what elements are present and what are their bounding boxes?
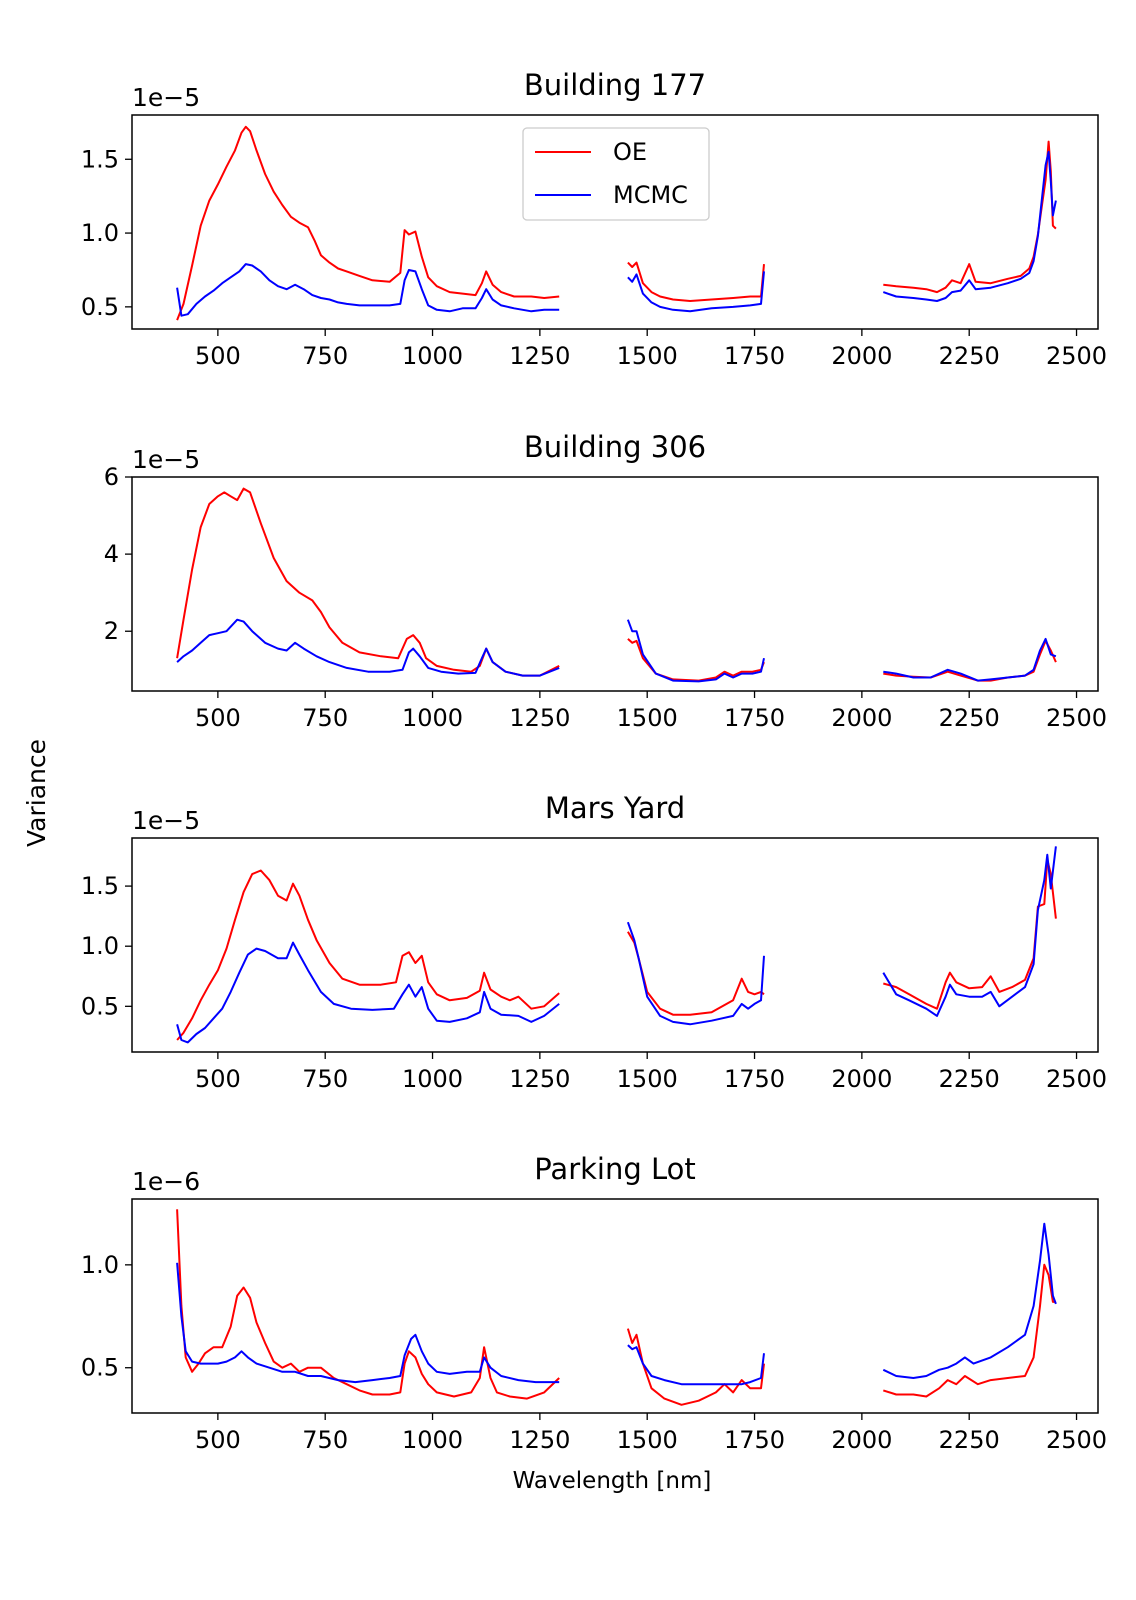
x-tick-label: 500 [195, 704, 241, 732]
x-tick-label: 1250 [509, 1426, 570, 1454]
figure-ylabel: Variance [22, 739, 51, 847]
axes-frame [131, 476, 1099, 692]
x-tick-label: 500 [195, 1065, 241, 1093]
subplot-title: Parking Lot [534, 1152, 696, 1186]
y-tick-label: 0.5 [81, 293, 119, 321]
series-line-mcmc-segment-2 [626, 921, 765, 1026]
series-line-mcmc-segment-3 [882, 1222, 1057, 1379]
series-line-oe-segment-2 [627, 638, 765, 682]
offset-label: 1e−5 [132, 445, 200, 474]
subplot-building-177: Building 177 1e−5 500 750 1000 1250 1500 1750 20… [81, 68, 1107, 370]
y-tick-label: 4 [104, 540, 119, 568]
series-line-oe-segment-3 [883, 858, 1057, 1010]
x-tick-label: 2000 [831, 704, 892, 732]
x-tick-label: 500 [195, 342, 241, 370]
subplot-mars-yard: Mars Yard 1e−5 500 750 1000 1250 1500 1750 2000 2… [81, 791, 1107, 1093]
x-tick-label: 2500 [1046, 1426, 1107, 1454]
x-tick-label: 2500 [1046, 342, 1107, 370]
x-tick-label: 2250 [939, 1065, 1000, 1093]
x-tick-label: 1750 [724, 1065, 785, 1093]
y-tick-label: 1.0 [81, 1251, 119, 1279]
x-tick-label: 2000 [831, 1426, 892, 1454]
plot-area [176, 1209, 1057, 1406]
series-line-mcmc-segment-2 [627, 1344, 765, 1386]
series-line-oe-segment-1 [176, 869, 560, 1041]
axes-frame [131, 1198, 1099, 1414]
figure-xlabel: Wavelength [nm] [513, 1468, 712, 1494]
series-line-oe-segment-3 [882, 1263, 1056, 1398]
x-tick-label: 2250 [939, 704, 1000, 732]
subplot-title: Building 177 [524, 68, 706, 102]
x-tick-label: 1500 [617, 342, 678, 370]
series-line-oe-segment-1 [176, 125, 560, 321]
subplot-parking-lot: Parking Lot 1e−6 500 750 1000 1250 1500 1750 200… [81, 1152, 1107, 1454]
series-line-mcmc-segment-3 [882, 846, 1057, 1017]
offset-label: 1e−6 [132, 1167, 200, 1196]
x-tick-label: 1000 [402, 342, 463, 370]
series-line-oe-segment-2 [626, 1328, 765, 1406]
plot-area [176, 125, 1057, 321]
x-tick-label: 2250 [939, 1426, 1000, 1454]
x-tick-label: 2500 [1046, 1065, 1107, 1093]
series-line-mcmc-segment-1 [176, 618, 560, 677]
offset-label: 1e−5 [132, 83, 200, 112]
x-tick-label: 1750 [724, 1426, 785, 1454]
y-tick-label: 2 [104, 617, 119, 645]
legend-label-oe: OE [613, 138, 647, 166]
x-tick-label: 2000 [831, 342, 892, 370]
x-tick-label: 2250 [939, 342, 1000, 370]
y-tick-label: 1.5 [81, 145, 119, 173]
x-tick-label: 1250 [509, 342, 570, 370]
y-tick-label: 6 [104, 463, 119, 491]
x-tick-label: 1750 [724, 704, 785, 732]
subplot-title: Mars Yard [545, 791, 685, 825]
series-line-mcmc-segment-1 [176, 941, 560, 1044]
x-tick-label: 2000 [831, 1065, 892, 1093]
legend: OE MCMC [522, 127, 710, 221]
y-tick-label: 0.5 [81, 992, 119, 1020]
x-tick-label: 750 [302, 1065, 348, 1093]
series-line-mcmc-segment-2 [626, 619, 765, 683]
x-tick-label: 1250 [509, 1065, 570, 1093]
legend-label-mcmc: MCMC [613, 181, 688, 209]
series-line-oe-segment-2 [627, 261, 765, 302]
series-line-mcmc-segment-3 [883, 637, 1057, 682]
y-tick-label: 0.5 [81, 1354, 119, 1382]
series-line-mcmc-segment-3 [882, 150, 1057, 302]
axes-frame [131, 837, 1099, 1053]
x-tick-label: 1000 [402, 1426, 463, 1454]
x-tick-label: 1000 [402, 1065, 463, 1093]
x-tick-label: 1000 [402, 704, 463, 732]
x-tick-label: 500 [195, 1426, 241, 1454]
plot-area [176, 846, 1057, 1044]
series-line-mcmc-segment-1 [176, 263, 560, 317]
subplot-title: Building 306 [524, 430, 706, 464]
subplot-building-306: Building 306 1e−5 500 750 1000 1250 1500 1750 20… [104, 430, 1107, 732]
plot-area [176, 487, 1057, 683]
x-tick-label: 1500 [617, 1065, 678, 1093]
y-tick-label: 1.5 [81, 872, 119, 900]
x-tick-label: 1500 [617, 704, 678, 732]
x-tick-label: 1500 [617, 1426, 678, 1454]
y-tick-label: 1.0 [81, 932, 119, 960]
y-tick-label: 1.0 [81, 219, 119, 247]
x-tick-label: 1250 [509, 704, 570, 732]
series-line-mcmc-segment-2 [627, 271, 765, 313]
x-tick-label: 750 [302, 704, 348, 732]
x-tick-label: 1750 [724, 342, 785, 370]
x-tick-label: 750 [302, 342, 348, 370]
x-tick-label: 2500 [1046, 704, 1107, 732]
offset-label: 1e−5 [132, 806, 200, 835]
series-line-mcmc-segment-1 [176, 1262, 560, 1384]
axes-frame [131, 114, 1099, 330]
x-tick-label: 750 [302, 1426, 348, 1454]
